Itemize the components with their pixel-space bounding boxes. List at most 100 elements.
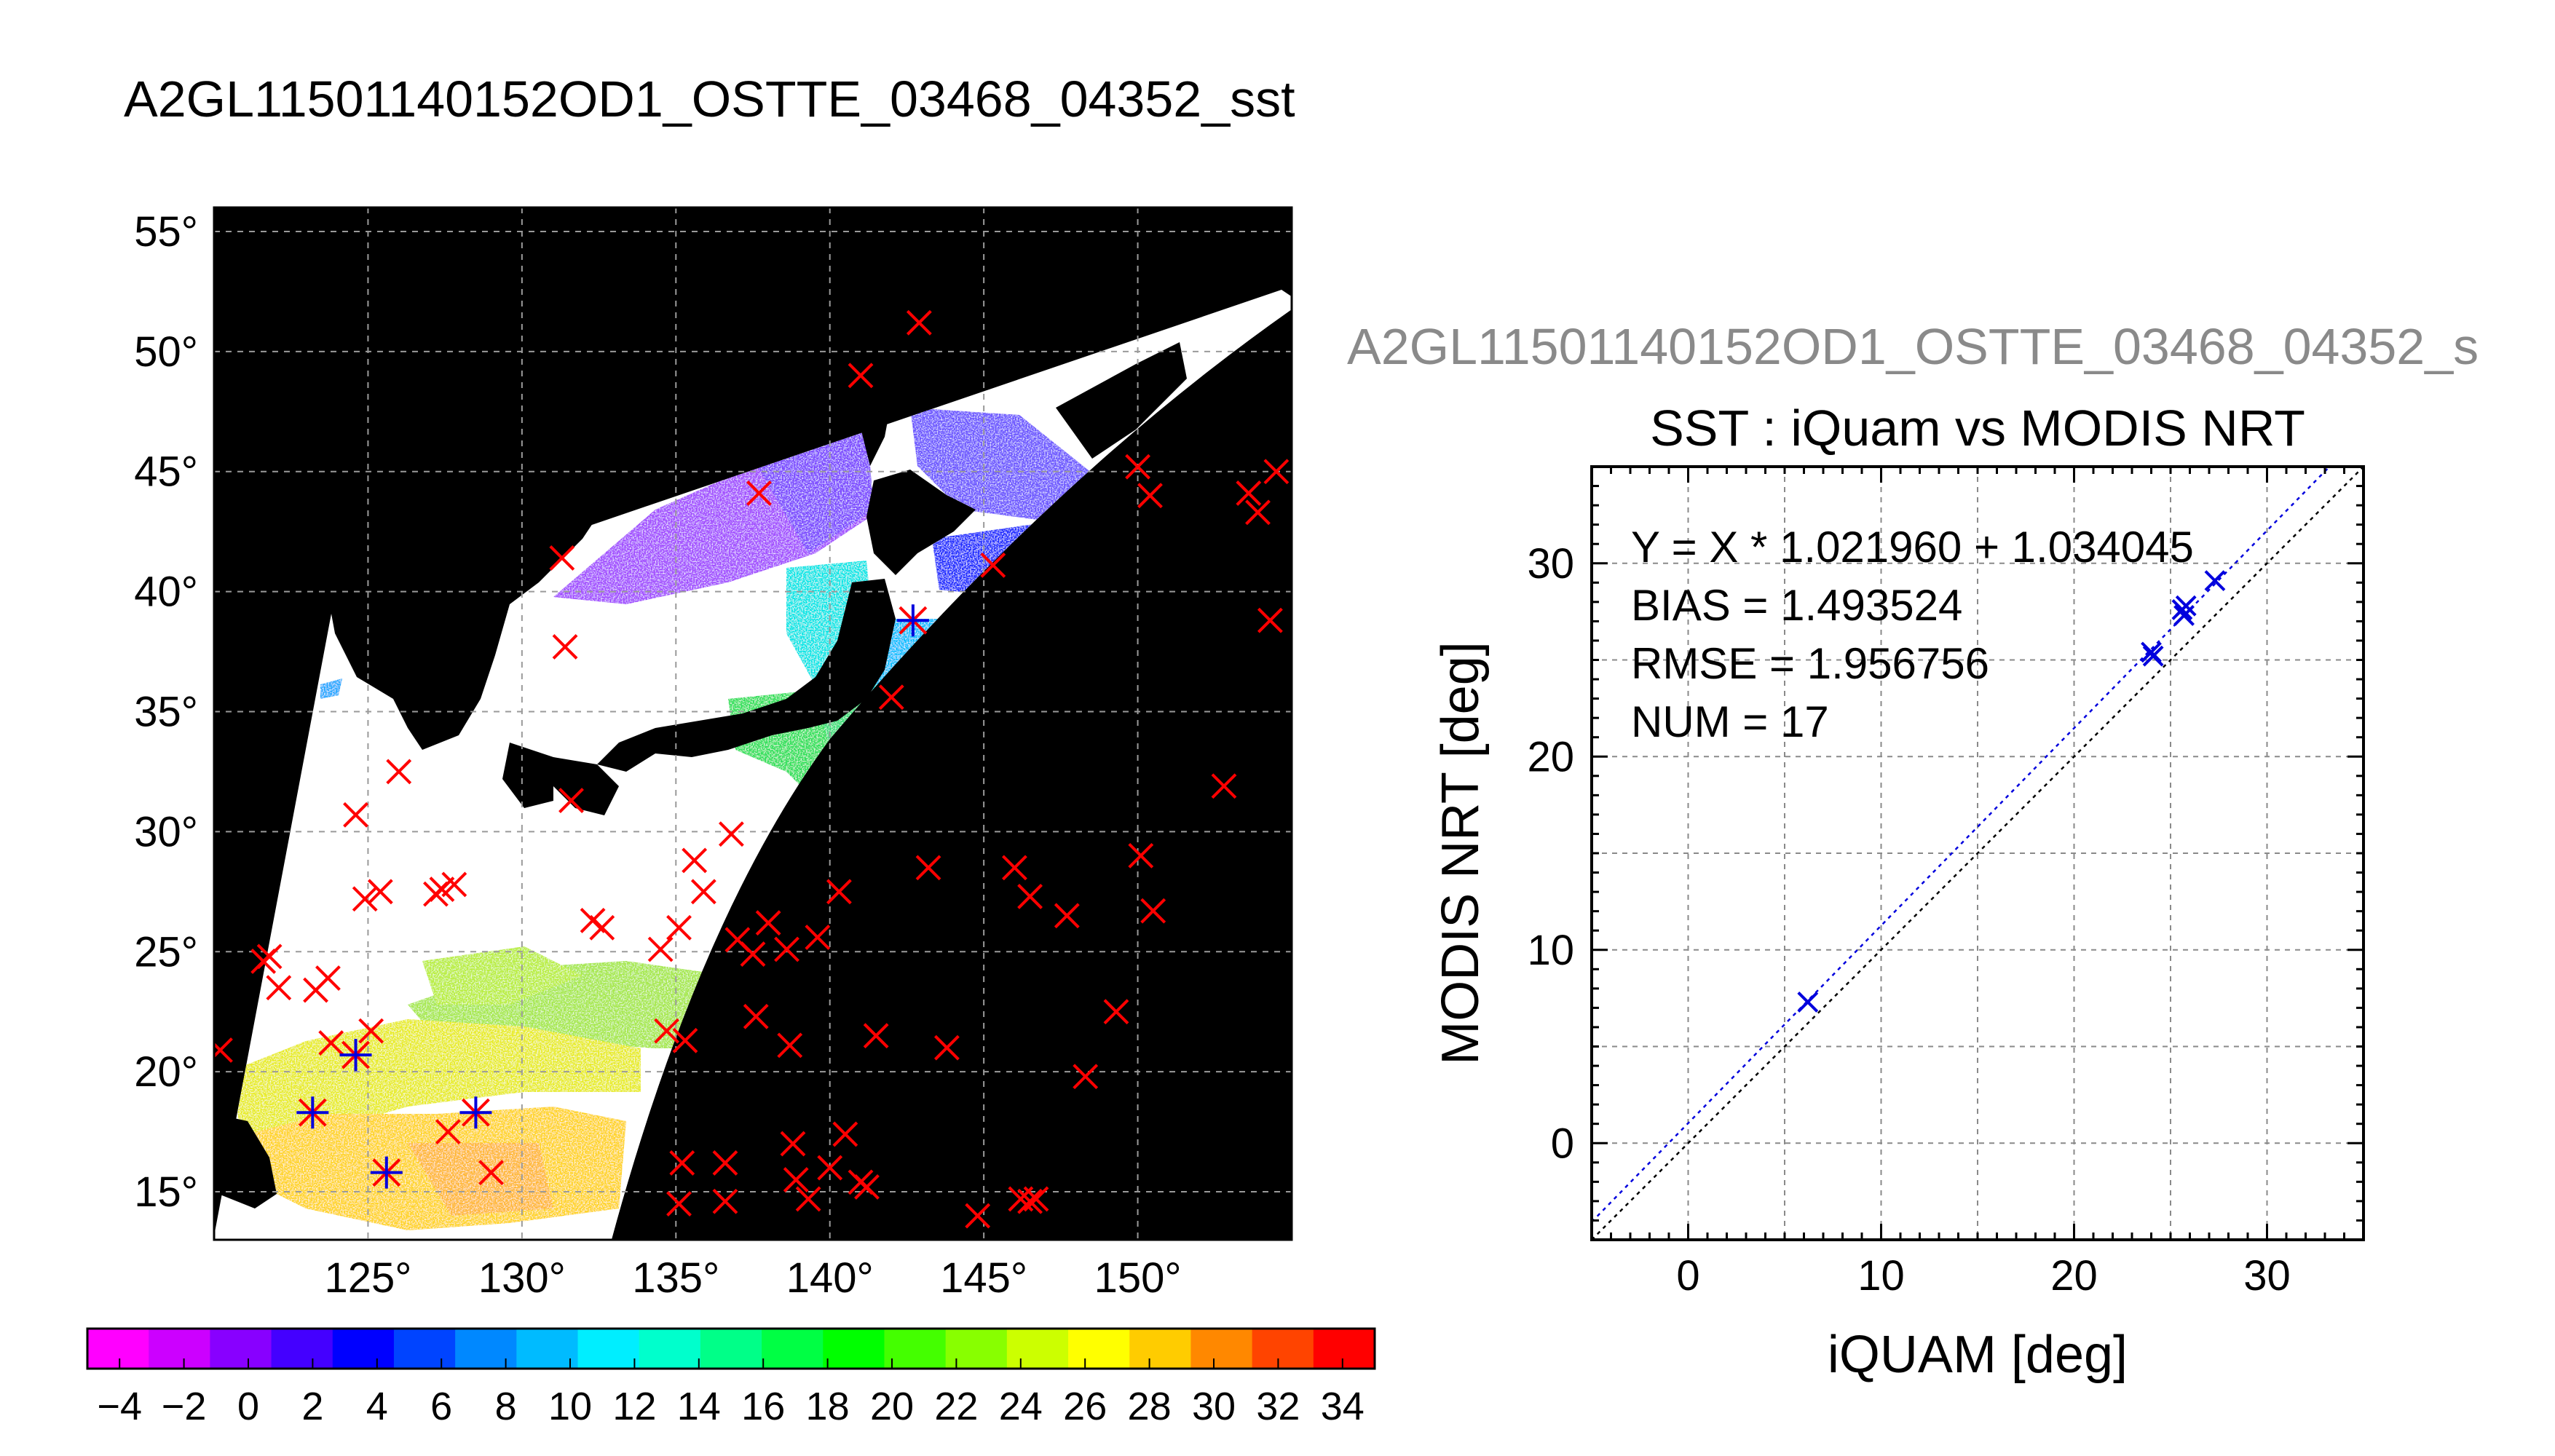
matchup-red-x (441, 871, 467, 898)
map-ytick-label: 20° (134, 1048, 198, 1096)
scatter-ticks: 0 10 20 30 0 10 20 30 (1527, 467, 2364, 1299)
matchup-red-x (780, 1131, 806, 1157)
matchup-red-x (718, 821, 744, 847)
matchup-red-x (589, 914, 615, 941)
matchup-red-x (832, 1121, 858, 1147)
sst-patch-blue-small (320, 678, 342, 699)
colorbar-swatch (639, 1329, 701, 1369)
scatter-ytick-label: 30 (1527, 540, 1574, 587)
matchup-red-x (755, 910, 781, 936)
annotation-num: NUM = 17 (1631, 697, 1829, 746)
matchup-red-x (743, 1003, 769, 1029)
matchup-blue-star (459, 1096, 492, 1129)
land-korea-china (214, 207, 728, 750)
colorbar-swatch (823, 1329, 885, 1369)
colorbar-label: 12 (612, 1385, 656, 1428)
colorbar-label: 32 (1256, 1385, 1300, 1428)
colorbar-swatch (210, 1329, 272, 1369)
scatter-xlabel: iQUAM [deg] (1828, 1326, 2128, 1384)
matchup-red-x (1017, 884, 1043, 909)
scatter-title: SST : iQuam vs MODIS NRT (1650, 400, 2305, 456)
map-xtick-label: 145° (940, 1254, 1027, 1302)
land-philippines (214, 1114, 277, 1208)
colorbar-swatch (1190, 1329, 1253, 1369)
matchup-red-x (740, 941, 766, 967)
matchup-red-x (214, 1037, 233, 1063)
land-honshu (597, 579, 896, 772)
colorbar-swatch (1068, 1329, 1130, 1369)
colorbar-label: 2 (301, 1385, 323, 1428)
land-kamchatka (1056, 342, 1187, 459)
matchup-red-x (666, 1191, 692, 1216)
matchup-red-x (1002, 855, 1027, 881)
matchup-red-x (805, 925, 831, 950)
colorbar-swatch (455, 1329, 517, 1369)
land-taiwan (214, 990, 229, 1034)
matchup-red-x (965, 1203, 991, 1229)
matchup-red-x (1054, 903, 1080, 929)
colorbar-label: −2 (162, 1385, 207, 1428)
colorbar-label: 28 (1128, 1385, 1172, 1428)
matchup-red-x (980, 552, 1006, 578)
matchup-red-x (358, 1018, 384, 1044)
scatter-annotations: Y = X * 1.021960 + 1.034045 BIAS = 1.493… (1631, 523, 2194, 746)
map-ytick-label: 50° (134, 328, 198, 376)
colorbar-label: 34 (1321, 1385, 1365, 1428)
matchup-red-x (352, 886, 378, 912)
matchup-red-x (863, 1023, 889, 1049)
scatter-ytick-label: 10 (1527, 927, 1574, 974)
matchup-red-x (367, 879, 393, 905)
colorbar-label: 30 (1192, 1385, 1236, 1428)
matchup-red-x (1137, 483, 1163, 509)
matchup-red-x (558, 788, 584, 813)
map-xtick-label: 150° (1094, 1254, 1182, 1302)
colorbar-label: 20 (870, 1385, 914, 1428)
matchup-blue-star (296, 1096, 329, 1129)
matchup-red-x (647, 936, 674, 962)
map-ytick-label: 25° (134, 928, 198, 976)
scatter-header: A2GL11501140152OD1_OSTTE_03468_04352_s (1347, 318, 2479, 375)
matchup-red-x (1245, 499, 1271, 526)
matchup-red-x (1257, 607, 1283, 633)
scatter-xtick-label: 10 (1857, 1252, 1905, 1299)
land-siberia (699, 240, 837, 408)
colorbar-swatch (332, 1329, 395, 1369)
scatter-point (2204, 570, 2226, 592)
matchup-red-x (666, 914, 692, 941)
scatter-xtick-label: 0 (1676, 1252, 1699, 1299)
colorbar: −4 −2 0 2 4 6 8 10 12 14 16 18 20 22 24 26 28 30 32 34 (86, 1327, 1376, 1428)
colorbar-label: 22 (934, 1385, 978, 1428)
colorbar-label: 10 (548, 1385, 592, 1428)
identity-line (1592, 467, 2364, 1240)
colorbar-label: 18 (806, 1385, 850, 1428)
scatter-ylabel: MODIS NRT [deg] (1431, 641, 1490, 1065)
scatter-points (1797, 570, 2226, 1013)
colorbar-label: 26 (1063, 1385, 1107, 1428)
matchup-red-x (848, 363, 874, 389)
annotation-fit-equation: Y = X * 1.021960 + 1.034045 (1631, 523, 2194, 571)
matchup-red-x (1125, 454, 1150, 480)
colorbar-swatch (1313, 1329, 1375, 1369)
map-ytick-label: 40° (134, 569, 198, 616)
matchup-blue-star (896, 604, 929, 637)
matchup-red-x (1017, 1188, 1043, 1214)
colorbar-swatch (1006, 1329, 1069, 1369)
colorbar-swatch (1129, 1329, 1192, 1369)
colorbar-label: 14 (677, 1385, 721, 1428)
colorbar-swatch (516, 1329, 579, 1369)
map-xtick-label: 140° (786, 1254, 874, 1302)
matchup-red-x (795, 1186, 821, 1212)
scatter-point (1797, 992, 1819, 1013)
matchup-red-x (669, 1150, 695, 1176)
matchup-red-x (1236, 480, 1262, 506)
map-frame (213, 206, 1293, 1241)
map-ytick-label: 35° (134, 689, 198, 736)
map-ytick-label: 45° (134, 448, 198, 496)
matchup-red-x (435, 1119, 461, 1145)
matchup-blue-star (370, 1156, 403, 1189)
scatter-point (2142, 645, 2164, 667)
map-ytick-label: 30° (134, 808, 198, 855)
matchup-red-x (552, 634, 578, 660)
colorbar-swatch (149, 1329, 210, 1369)
